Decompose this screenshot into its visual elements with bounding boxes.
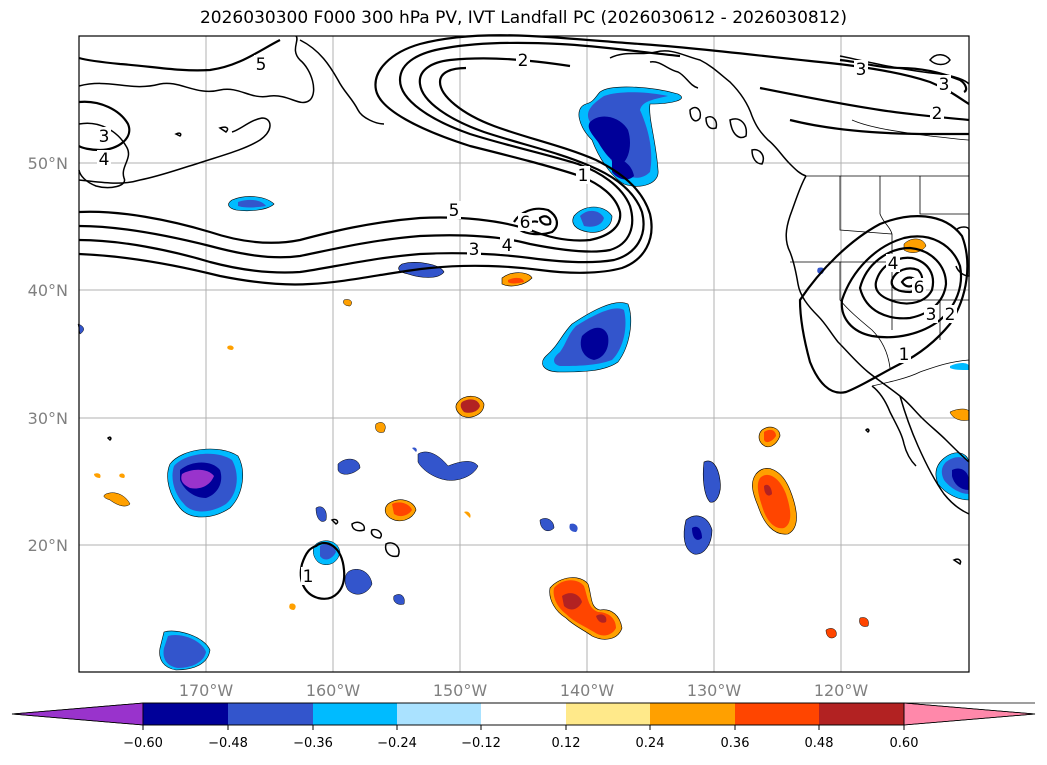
colorbar-tick-label: 0.12 (552, 736, 581, 751)
contour-label: 3 (926, 305, 937, 325)
lat-label-20n: 20°N (28, 536, 68, 555)
plot-area (79, 36, 969, 672)
contour-label: 1 (578, 166, 589, 186)
contour-label: 3 (939, 75, 950, 95)
lat-label-30n: 30°N (28, 409, 68, 428)
colorbar-segment (481, 703, 566, 725)
contour-label: 6 (914, 278, 925, 298)
colorbar-extend-right (903, 702, 1036, 726)
colorbar: −0.60 −0.48 −0.36 −0.24 −0.12 0.12 0.24 … (11, 702, 1036, 751)
contour-label: 4 (99, 150, 110, 170)
colorbar-tick-label: 0.36 (721, 736, 750, 751)
colorbar-tick-label: −0.24 (377, 736, 417, 751)
lon-label-140w: 140°W (560, 681, 615, 700)
contour-label: 1 (303, 567, 314, 587)
contour-label: 5 (449, 201, 460, 221)
plot-frame (78, 35, 970, 673)
ivt-shading (77, 86, 970, 671)
colorbar-tick-label: −0.60 (123, 736, 163, 751)
colorbar-tick-label: −0.36 (293, 736, 333, 751)
colorbar-tick-label: 0.60 (890, 736, 919, 751)
contour-label: 3 (99, 127, 110, 147)
lon-label-170w: 170°W (179, 681, 234, 700)
lon-label-130w: 130°W (687, 681, 742, 700)
lat-axis-labels: 50°N 40°N 30°N 20°N (28, 154, 68, 555)
pv-contours (78, 34, 970, 600)
colorbar-segment (228, 703, 313, 725)
contour-label: 4 (888, 254, 899, 274)
colorbar-segment (735, 703, 819, 725)
colorbar-tick-label: 0.24 (636, 736, 665, 751)
contour-labels: 5 2 3 3 2 3 4 1 5 6 4 3 4 6 3 2 1 1 (97, 51, 957, 587)
contour-label: 2 (932, 104, 943, 124)
lon-axis-labels: 170°W 160°W 150°W 140°W 130°W 120°W (179, 681, 869, 700)
contour-label: 2 (945, 305, 956, 325)
contour-label: 2 (518, 51, 529, 71)
colorbar-segment (650, 703, 735, 725)
colorbar-segment (313, 703, 397, 725)
contour-label: 3 (856, 60, 867, 80)
contour-label: 3 (469, 240, 480, 260)
lon-label-120w: 120°W (814, 681, 869, 700)
colorbar-extend-left (11, 702, 144, 726)
contour-label: 4 (502, 236, 513, 256)
colorbar-tick-label: 0.48 (805, 736, 834, 751)
colorbar-segment (566, 703, 650, 725)
lon-label-160w: 160°W (306, 681, 361, 700)
map-title: 2026030300 F000 300 hPa PV, IVT Landfall… (199, 8, 847, 28)
lat-label-50n: 50°N (28, 154, 68, 173)
coastlines (78, 35, 970, 566)
contour-label: 5 (256, 55, 267, 75)
contour-label: 1 (899, 345, 910, 365)
lon-label-150w: 150°W (433, 681, 488, 700)
colorbar-segment (397, 703, 481, 725)
colorbar-tick-label: −0.12 (461, 736, 501, 751)
colorbar-tick-label: −0.48 (208, 736, 248, 751)
colorbar-segment (143, 703, 228, 725)
contour-label: 6 (520, 213, 531, 233)
colorbar-segment (819, 703, 904, 725)
lat-label-40n: 40°N (28, 281, 68, 300)
